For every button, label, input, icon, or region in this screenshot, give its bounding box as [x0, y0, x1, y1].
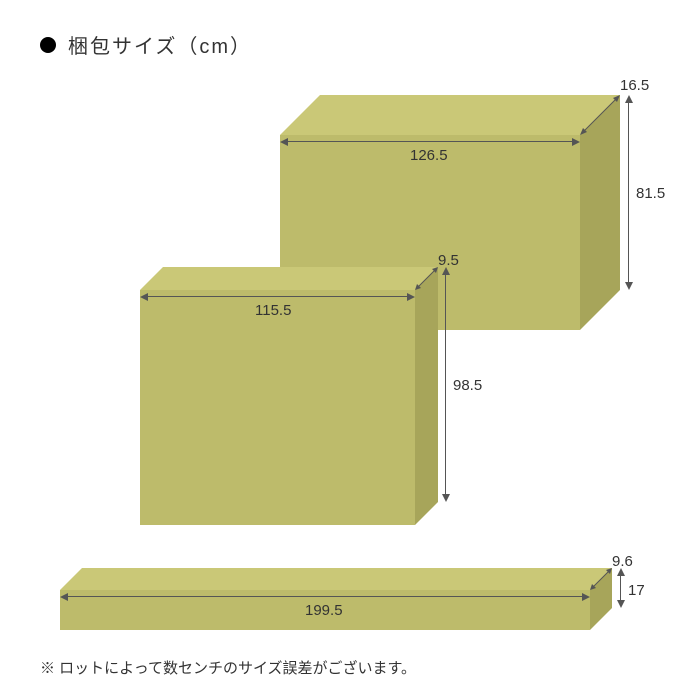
box-1-depth-label: 16.5 [620, 77, 649, 94]
footnote-text: ※ ロットによって数センチのサイズ誤差がございます。 [40, 657, 416, 678]
arrow-left-icon [280, 138, 288, 146]
box-1-depth-arrow [580, 95, 620, 135]
page-title: 梱包サイズ（cm） [68, 30, 252, 59]
arrow-up-icon [442, 267, 450, 275]
box-3-width-label: 199.5 [305, 602, 343, 619]
box-2-height-arrow [445, 273, 446, 496]
box-2-side-face [415, 267, 438, 525]
box-3-height-arrow [620, 574, 621, 602]
box-2-height-label: 98.5 [453, 377, 482, 394]
arrow-right-icon [582, 593, 590, 601]
arrow-right-icon [572, 138, 580, 146]
box-1-height-arrow [628, 101, 629, 284]
arrow-up-icon [617, 568, 625, 576]
arrow-right-icon [407, 293, 415, 301]
box-1-width-label: 126.5 [410, 147, 448, 164]
box-2-depth-arrow [415, 267, 438, 290]
arrow-down-icon [442, 494, 450, 502]
arrow-left-icon [60, 593, 68, 601]
box-3-depth-arrow [590, 568, 612, 590]
page-title-row: 梱包サイズ（cm） [40, 30, 252, 59]
arrow-up-icon [625, 95, 633, 103]
box-2-width-arrow [146, 296, 409, 297]
box-2-top-face [140, 267, 438, 290]
box-3-top-face [60, 568, 612, 590]
box-1-top-face [280, 95, 620, 135]
box-1-width-arrow [286, 141, 574, 142]
arrow-down-icon [617, 600, 625, 608]
arrow-left-icon [140, 293, 148, 301]
box-2-width-label: 115.5 [255, 302, 291, 319]
arrow-down-icon [625, 282, 633, 290]
box-1-height-label: 81.5 [636, 185, 665, 202]
box-2-front-face [140, 290, 415, 525]
box-3-width-arrow [66, 596, 584, 597]
bullet-icon [40, 37, 56, 53]
box-3-height-label: 17 [628, 582, 645, 599]
